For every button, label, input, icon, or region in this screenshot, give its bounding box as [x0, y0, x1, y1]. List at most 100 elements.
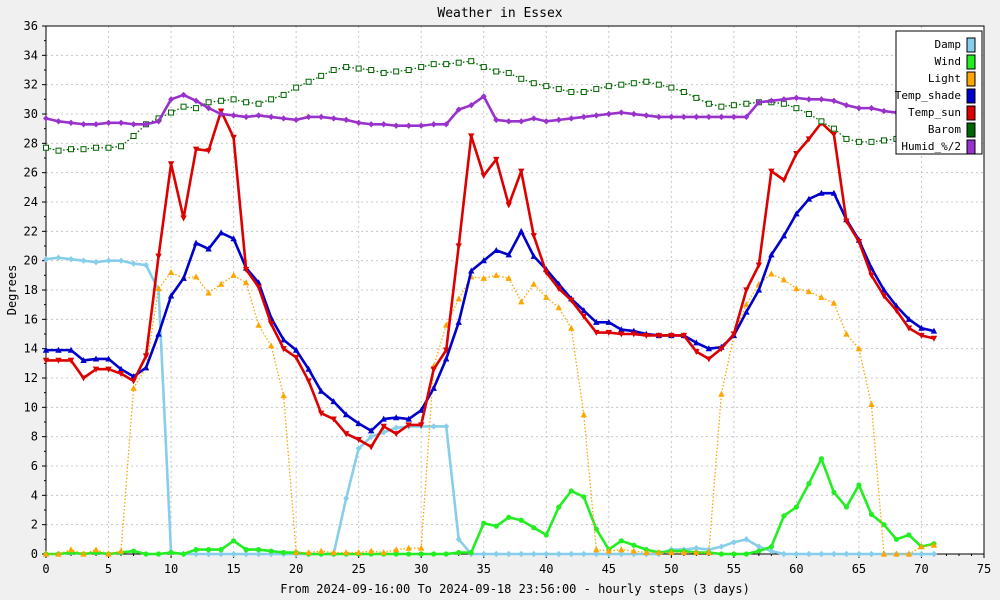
point-temp-shade — [55, 346, 62, 353]
point-temp-sun — [92, 366, 100, 373]
point-temp-sun — [505, 202, 512, 209]
point-humid-2 — [343, 116, 350, 124]
point-temp-sun — [518, 168, 525, 175]
point-barom — [168, 109, 175, 116]
point-temp-sun — [655, 332, 663, 339]
point-temp-sun — [455, 243, 462, 250]
point-damp — [518, 550, 525, 558]
point-temp-shade — [192, 239, 200, 246]
point-light — [80, 550, 87, 557]
point-light — [818, 293, 825, 300]
point-wind — [281, 549, 287, 556]
point-damp — [580, 550, 587, 558]
point-humid-2 — [668, 113, 675, 121]
point-temp-sun — [693, 349, 700, 355]
point-humid-2 — [568, 115, 575, 122]
point-humid-2 — [843, 102, 850, 109]
point-humid-2 — [730, 113, 737, 121]
point-temp-shade — [918, 324, 925, 331]
point-humid-2 — [430, 121, 437, 128]
point-temp-shade — [117, 365, 125, 372]
point-wind — [581, 494, 587, 500]
point-humid-2 — [880, 107, 887, 115]
x-tick-label: 50 — [664, 562, 678, 576]
point-temp-sun — [255, 284, 262, 291]
point-light — [780, 276, 788, 283]
point-temp-shade — [693, 339, 700, 346]
point-temp-shade — [367, 427, 375, 434]
x-tick-label: 60 — [789, 562, 803, 576]
point-damp — [118, 257, 125, 264]
point-wind — [731, 551, 737, 557]
legend-label-wind: Wind — [935, 55, 962, 68]
point-wind — [243, 547, 249, 553]
point-temp-sun — [142, 353, 150, 360]
point-wind — [868, 511, 875, 517]
point-damp — [143, 261, 150, 269]
point-humid-2 — [680, 113, 687, 121]
point-light — [743, 301, 750, 308]
y-axis-label: Degrees — [5, 265, 19, 316]
x-tick-label: 5 — [105, 562, 112, 576]
point-wind — [743, 551, 749, 557]
point-temp-sun — [367, 444, 375, 451]
point-barom — [543, 83, 550, 90]
point-temp-shade — [605, 318, 612, 325]
point-barom — [618, 81, 625, 88]
point-temp-sun — [830, 131, 838, 138]
point-temp-sun — [330, 416, 337, 423]
point-light — [418, 544, 425, 551]
point-wind — [768, 544, 774, 550]
point-temp-sun — [893, 307, 900, 314]
legend-swatch-light — [966, 71, 976, 87]
x-tick-label: 15 — [226, 562, 240, 576]
point-light — [255, 321, 262, 328]
point-humid-2 — [505, 118, 512, 125]
point-barom — [430, 61, 437, 68]
point-light — [380, 549, 387, 556]
legend-label-temp-shade: Temp_shade — [895, 89, 961, 102]
point-temp-shade — [92, 355, 100, 362]
point-light — [405, 544, 412, 551]
point-barom — [418, 64, 425, 71]
point-barom — [530, 80, 537, 87]
point-temp-sun — [267, 321, 275, 328]
point-temp-sun — [342, 431, 350, 438]
point-barom — [118, 143, 125, 150]
point-wind — [268, 548, 274, 554]
point-temp-shade — [317, 387, 325, 394]
point-temp-shade — [793, 210, 800, 217]
point-temp-sun — [755, 262, 763, 269]
point-humid-2 — [580, 113, 587, 121]
point-damp — [780, 550, 787, 558]
x-tick-label: 10 — [164, 562, 178, 576]
point-humid-2 — [380, 121, 387, 128]
point-temp-sun — [868, 272, 875, 279]
point-light — [480, 274, 487, 281]
point-temp-shade — [280, 336, 287, 343]
point-humid-2 — [93, 121, 100, 128]
point-wind — [718, 551, 724, 557]
point-wind — [431, 551, 437, 557]
point-temp-shade — [355, 420, 362, 427]
point-damp — [855, 550, 862, 558]
point-temp-sun — [355, 437, 362, 443]
point-humid-2 — [480, 93, 487, 100]
point-barom — [668, 84, 675, 91]
point-wind — [756, 548, 762, 554]
point-barom — [193, 105, 200, 112]
point-barom — [743, 100, 750, 107]
point-light — [205, 289, 212, 296]
legend-swatch-damp — [966, 37, 976, 53]
point-light — [392, 546, 400, 553]
point-humid-2 — [855, 104, 862, 112]
point-damp — [555, 550, 562, 558]
point-damp — [868, 550, 875, 558]
point-damp — [843, 550, 850, 558]
point-temp-shade — [67, 346, 75, 353]
point-light — [705, 549, 713, 556]
point-damp — [443, 423, 450, 430]
point-light — [805, 288, 813, 295]
point-barom — [305, 78, 312, 85]
point-barom — [355, 65, 362, 72]
